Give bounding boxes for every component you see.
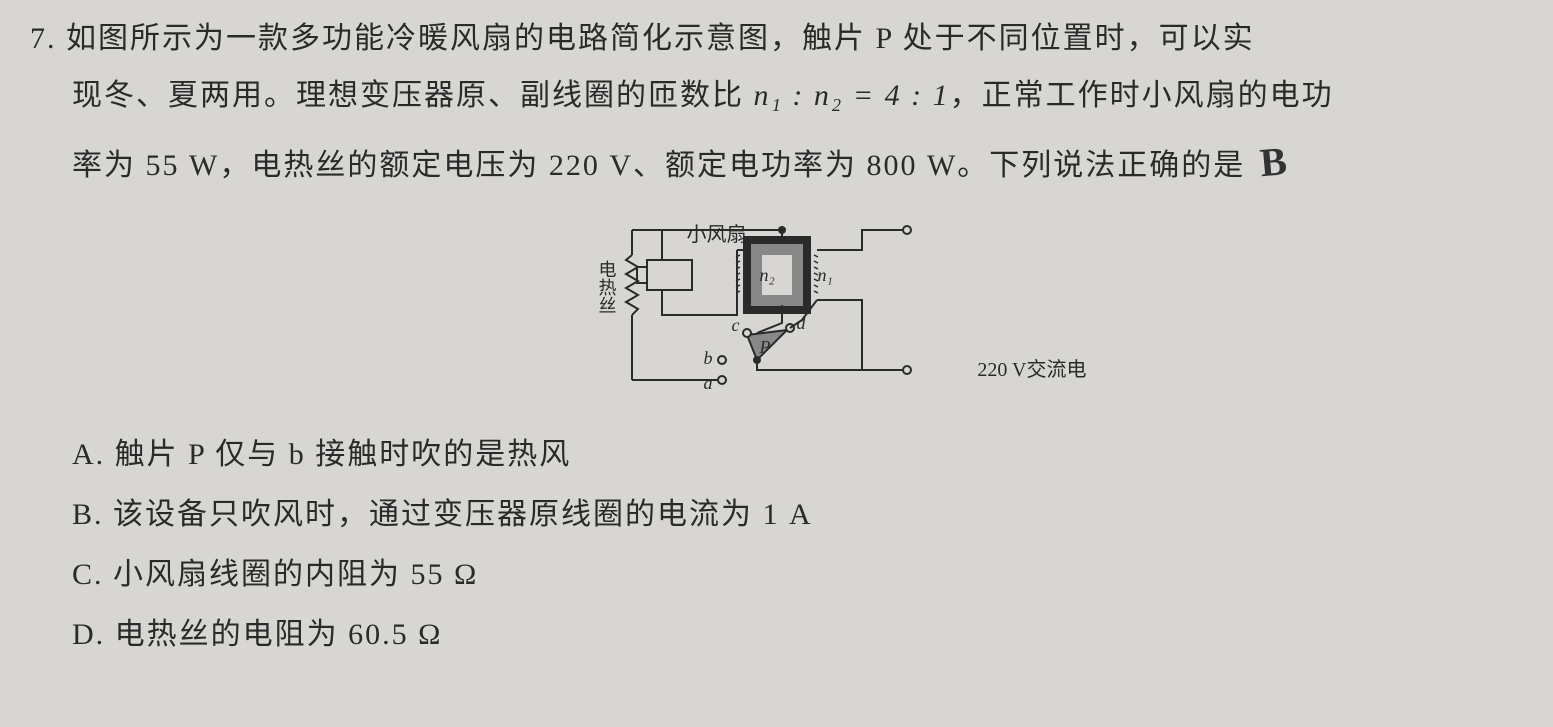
option-b: B. 该设备只吹风时，通过变压器原线圈的电流为 1 A: [72, 485, 1523, 545]
options-list: A. 触片 P 仅与 b 接触时吹的是热风 B. 该设备只吹风时，通过变压器原线…: [72, 425, 1523, 665]
stem-line-1: 7. 如图所示为一款多功能冷暖风扇的电路简化示意图，触片 P 处于不同位置时，可…: [30, 10, 1523, 67]
stem-line-2: 现冬、夏两用。理想变压器原、副线圈的匝数比 n₁ : n₂ = 4 : 1，正常…: [72, 67, 1523, 124]
stem-text-2b: ，正常工作时小风扇的电功: [950, 79, 1334, 112]
fan-label: 小风扇: [687, 218, 747, 247]
handwritten-answer: B: [1257, 123, 1292, 201]
ratio-text: n₁ : n₂ = 4 : 1: [754, 79, 950, 112]
question-block: 7. 如图所示为一款多功能冷暖风扇的电路简化示意图，触片 P 处于不同位置时，可…: [0, 0, 1553, 675]
circuit-diagram: 电热丝 小风扇 n₂ n₁ c d b a P 220 V交流电: [602, 215, 952, 405]
stem-text-2a: 现冬、夏两用。理想变压器原、副线圈的匝数比: [72, 79, 754, 112]
circuit-svg: [602, 215, 952, 400]
n2-label: n₂: [760, 265, 775, 286]
stem-text-3: 率为 55 W，电热丝的额定电压为 220 V、额定电功率为 800 W。下列说…: [72, 149, 1245, 182]
question-number: 7.: [30, 22, 57, 55]
heater-label: 电热丝: [594, 260, 620, 314]
option-a: A. 触片 P 仅与 b 接触时吹的是热风: [72, 425, 1523, 485]
option-c: C. 小风扇线圈的内阻为 55 Ω: [72, 545, 1523, 605]
ac-source-label: 220 V交流电: [977, 353, 1086, 382]
stem-text-1: 如图所示为一款多功能冷暖风扇的电路简化示意图，触片 P 处于不同位置时，可以实: [66, 22, 1255, 55]
question-stem: 7. 如图所示为一款多功能冷暖风扇的电路简化示意图，触片 P 处于不同位置时，可…: [30, 10, 1523, 200]
stem-line-3: 率为 55 W，电热丝的额定电压为 220 V、额定电功率为 800 W。下列说…: [72, 124, 1523, 200]
switch-p-label: P: [760, 337, 771, 358]
option-d: D. 电热丝的电阻为 60.5 Ω: [72, 605, 1523, 665]
terminal-b-label: b: [704, 348, 713, 369]
terminal-a-label: a: [704, 373, 713, 394]
terminal-d-label: d: [797, 313, 806, 334]
terminal-c-label: c: [732, 315, 740, 336]
n1-label: n₁: [818, 265, 833, 286]
circuit-diagram-container: 电热丝 小风扇 n₂ n₁ c d b a P 220 V交流电: [30, 215, 1523, 405]
